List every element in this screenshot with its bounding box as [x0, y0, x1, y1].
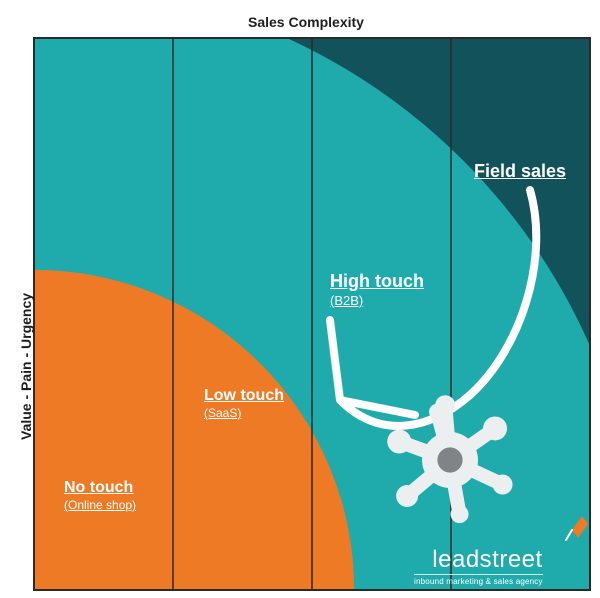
label-low-touch-sub: (SaaS)	[204, 406, 284, 421]
label-high-touch-sub: (B2B)	[330, 293, 424, 309]
label-field-sales: Field sales	[474, 160, 566, 183]
label-no-touch-title: No touch	[64, 478, 136, 498]
label-no-touch: No touch (Online shop)	[64, 478, 136, 513]
axis-x-label: Sales Complexity	[248, 14, 364, 30]
label-low-touch-title: Low touch	[204, 386, 284, 406]
brand-word: leadstreet	[414, 546, 543, 574]
diagram-stage: Sales Complexity Value - Pain - Urgency …	[0, 0, 600, 598]
label-field-sales-title: Field sales	[474, 160, 566, 183]
label-high-touch-title: High touch	[330, 270, 424, 293]
label-low-touch: Low touch (SaaS)	[204, 386, 284, 421]
label-high-touch: High touch (B2B)	[330, 270, 424, 309]
label-no-touch-sub: (Online shop)	[64, 498, 136, 513]
brand-block: leadstreet inbound marketing & sales age…	[414, 546, 543, 586]
brand-tag: inbound marketing & sales agency	[414, 574, 543, 586]
axis-y-label: Value - Pain - Urgency	[18, 293, 34, 440]
